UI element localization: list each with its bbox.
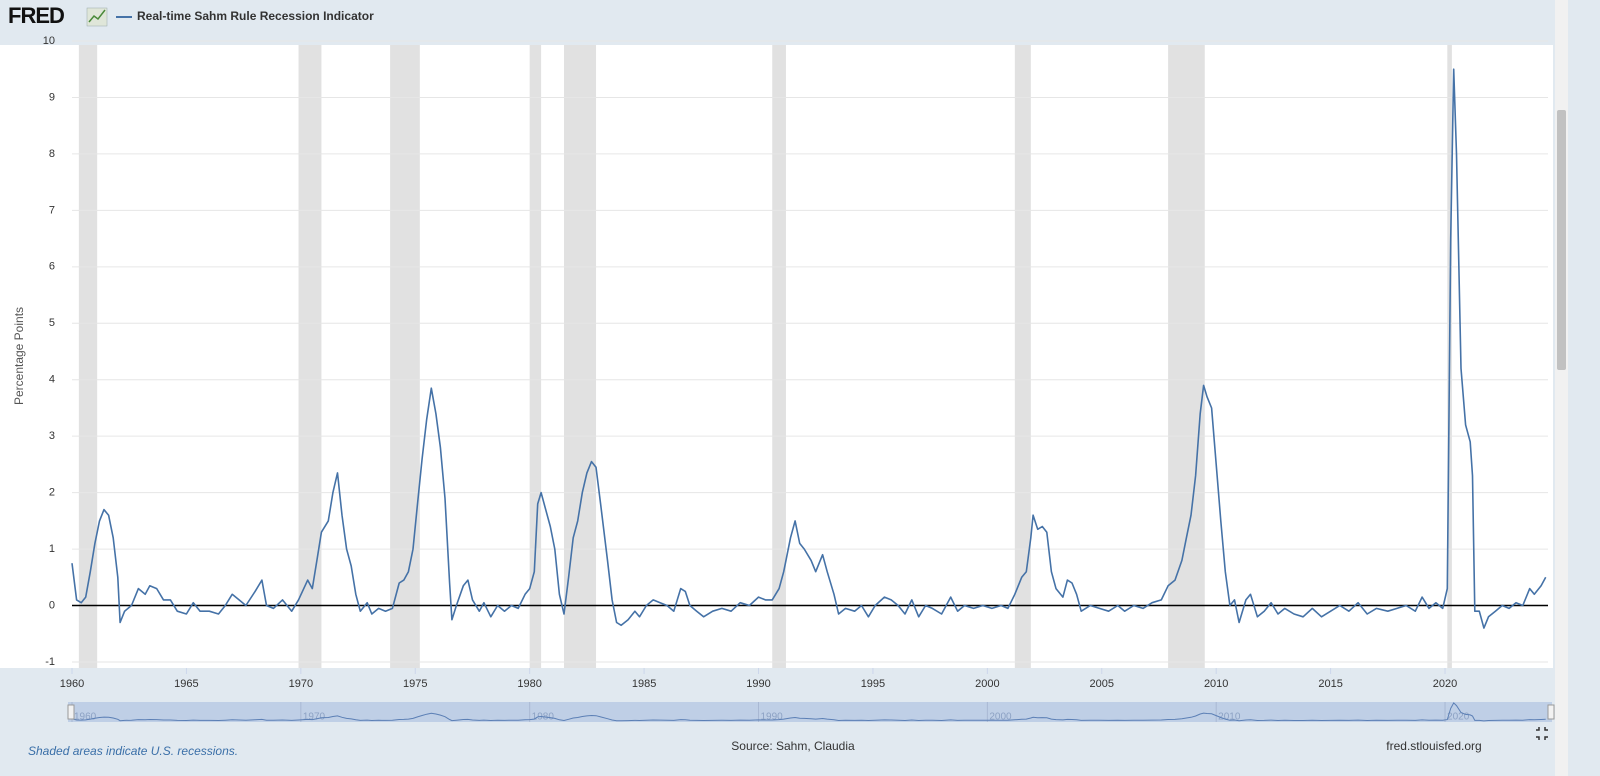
navigator-handle[interactable] <box>1547 704 1555 720</box>
x-tick-label: 2020 <box>1433 678 1457 690</box>
y-tick-label: 0 <box>49 599 55 611</box>
fullscreen-icon[interactable] <box>1536 727 1548 740</box>
y-tick-label: 5 <box>49 317 55 329</box>
brand-logo[interactable]: FRED <box>8 3 65 28</box>
x-tick-label: 2010 <box>1204 678 1228 690</box>
navigator-tick-label: 2010 <box>1218 712 1241 723</box>
y-tick-label: 4 <box>49 374 55 386</box>
recession-shade <box>772 45 786 668</box>
recession-shade <box>78 45 98 668</box>
x-tick-label: 1980 <box>517 678 541 690</box>
recession-shade <box>1014 45 1031 668</box>
y-tick-label: -1 <box>45 656 55 668</box>
footnote: Shaded areas indicate U.S. recessions. <box>28 744 238 758</box>
source: Source: Sahm, Claudia <box>731 739 855 753</box>
navigator-window <box>68 702 1552 722</box>
logo-icon <box>86 7 108 27</box>
x-tick-label: 1995 <box>861 678 885 690</box>
y-tick-label: 6 <box>49 261 55 273</box>
y-tick-label: 9 <box>49 91 55 103</box>
x-tick-label: 1960 <box>60 678 84 690</box>
x-tick-label: 2005 <box>1090 678 1114 690</box>
recession-shade <box>298 45 322 668</box>
scrollbar[interactable] <box>1555 0 1568 776</box>
recession-shade <box>529 45 542 668</box>
recession-shade <box>1168 45 1205 668</box>
navigator-tick-label: 1990 <box>761 712 784 723</box>
x-tick-label: 2015 <box>1318 678 1342 690</box>
navigator-tick-label: 2000 <box>989 712 1012 723</box>
y-tick-label: 3 <box>49 430 55 442</box>
x-tick-label: 1985 <box>632 678 656 690</box>
navigator-tick-label: 1960 <box>74 712 97 723</box>
navigator-handle[interactable] <box>67 704 75 720</box>
y-tick-label: 7 <box>49 204 55 216</box>
navigator-tick-label: 2020 <box>1447 712 1470 723</box>
x-tick-label: 1975 <box>403 678 427 690</box>
recession-shade <box>390 45 420 668</box>
navigator-line <box>71 702 1546 722</box>
series-line <box>71 68 1547 629</box>
navigator[interactable]: 1960 1970 1980 1990 2000 2010 2020 <box>67 702 1555 723</box>
legend-label[interactable]: Real-time Sahm Rule Recession Indicator <box>137 9 374 23</box>
site[interactable]: fred.stlouisfed.org <box>1386 739 1481 753</box>
y-axis-title: Percentage Points <box>12 307 26 405</box>
y-tick-label: 1 <box>49 543 55 555</box>
navigator-tick-label: 1970 <box>303 712 326 723</box>
x-tick-label: 1990 <box>746 678 770 690</box>
y-tick-label: 8 <box>49 148 55 160</box>
x-tick-label: 2000 <box>975 678 999 690</box>
y-tick-label: 10 <box>43 35 55 47</box>
x-tick-label: 1965 <box>174 678 198 690</box>
x-tick-label: 1970 <box>289 678 313 690</box>
y-tick-label: 2 <box>49 487 55 499</box>
